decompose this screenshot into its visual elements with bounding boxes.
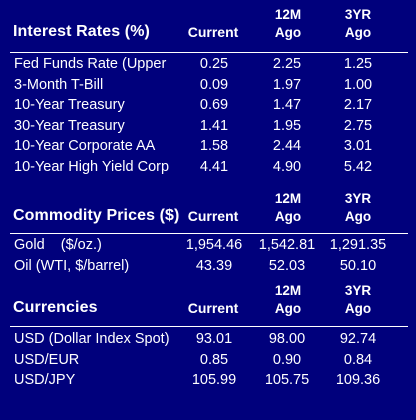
- col-12m-header-line2: Ago: [274, 301, 302, 316]
- value-current: 43.39: [195, 257, 233, 274]
- col-12m-header-line1: 12M: [274, 191, 302, 206]
- interest-rates-header: Interest Rates (%) Current 12M Ago 3YR A…: [0, 6, 416, 48]
- interest-rates-title: Interest Rates (%): [13, 23, 150, 40]
- value-3yr: 1.00: [343, 76, 373, 93]
- row-label: 10-Year High Yield Corp: [14, 158, 170, 175]
- value-3yr: 109.36: [335, 372, 381, 388]
- col-3yr-header: 3YR Ago: [330, 6, 386, 42]
- header-divider: [10, 326, 408, 327]
- row-label: 10-Year Treasury: [14, 97, 125, 113]
- col-3yr-header-line2: Ago: [344, 301, 372, 316]
- table-row: Gold ($/oz.) 1,954.46 1,542.81 1,291.35: [0, 235, 416, 256]
- table-row: USD (Dollar Index Spot) 93.01 98.00 92.7…: [0, 329, 416, 350]
- value-12m: 1.97: [272, 76, 302, 93]
- value-12m: 98.00: [268, 331, 306, 347]
- col-3yr-header-line1: 3YR: [344, 7, 372, 22]
- value-12m: 1.47: [272, 97, 302, 113]
- row-label: 3-Month T-Bill: [14, 76, 104, 93]
- commodity-prices-section: Commodity Prices ($) Current 12M Ago 3YR…: [0, 190, 416, 274]
- table-row: USD/EUR 0.85 0.90 0.84: [0, 350, 416, 371]
- table-row: 3-Month T-Bill 0.09 1.97 1.00: [0, 75, 416, 96]
- table-row: USD/JPY 105.99 105.75 109.36: [0, 370, 416, 391]
- value-current: 0.25: [199, 56, 229, 72]
- col-12m-header: 12M Ago: [262, 6, 314, 42]
- table-row: Fed Funds Rate (Upper 0.25 2.25 1.25: [0, 54, 416, 75]
- commodity-prices-title: Commodity Prices ($): [13, 207, 180, 224]
- currencies-section: Currencies Current 12M Ago 3YR Ago USD (…: [0, 282, 416, 388]
- row-label: 30-Year Treasury: [14, 117, 125, 134]
- value-3yr: 2.75: [343, 117, 373, 134]
- value-3yr: 0.84: [343, 351, 373, 368]
- table-row: Oil (WTI, $/barrel) 43.39 52.03 50.10: [0, 256, 416, 277]
- value-current: 1.58: [199, 138, 229, 154]
- row-label: USD/JPY: [14, 372, 76, 388]
- value-3yr: 1,291.35: [329, 237, 387, 253]
- col-current-header: Current: [187, 300, 239, 316]
- value-12m: 1.95: [272, 117, 302, 134]
- table-row: 30-Year Treasury 1.41 1.95 2.75: [0, 116, 416, 137]
- col-12m-header-line2: Ago: [274, 25, 302, 40]
- table-row: 10-Year Treasury 0.69 1.47 2.17: [0, 95, 416, 116]
- commodity-prices-header: Commodity Prices ($) Current 12M Ago 3YR…: [0, 190, 416, 232]
- value-current: 4.41: [199, 158, 229, 175]
- value-3yr: 3.01: [343, 138, 373, 154]
- col-3yr-header-line1: 3YR: [344, 191, 372, 206]
- value-12m: 4.90: [272, 158, 302, 175]
- col-12m-header-line1: 12M: [274, 283, 302, 298]
- col-current-header: Current: [187, 24, 239, 40]
- interest-rates-section: Interest Rates (%) Current 12M Ago 3YR A…: [0, 6, 416, 175]
- col-current-header: Current: [187, 208, 239, 224]
- value-12m: 2.25: [272, 56, 302, 72]
- value-12m: 1,542.81: [258, 237, 316, 253]
- value-3yr: 50.10: [339, 257, 377, 274]
- currencies-header: Currencies Current 12M Ago 3YR Ago: [0, 282, 416, 324]
- value-3yr: 5.42: [343, 158, 373, 175]
- row-label: 10-Year Corporate AA: [14, 138, 156, 154]
- row-label: Fed Funds Rate (Upper: [14, 56, 167, 72]
- col-12m-header-line1: 12M: [274, 7, 302, 22]
- table-row: 10-Year High Yield Corp 4.41 4.90 5.42: [0, 157, 416, 178]
- col-3yr-header-line2: Ago: [344, 25, 372, 40]
- col-3yr-header: 3YR Ago: [330, 190, 386, 226]
- value-12m: 105.75: [264, 372, 310, 388]
- col-3yr-header: 3YR Ago: [330, 282, 386, 318]
- header-divider: [10, 233, 408, 234]
- value-12m: 52.03: [268, 257, 306, 274]
- col-3yr-header-line1: 3YR: [344, 283, 372, 298]
- value-current: 0.69: [199, 97, 229, 113]
- header-divider: [10, 52, 408, 53]
- col-12m-header: 12M Ago: [262, 282, 314, 318]
- value-current: 0.85: [199, 351, 229, 368]
- value-current: 105.99: [191, 372, 237, 388]
- value-current: 1.41: [199, 117, 229, 134]
- row-label: USD/EUR: [14, 351, 80, 368]
- value-current: 1,954.46: [185, 237, 243, 253]
- value-12m: 2.44: [272, 138, 302, 154]
- currencies-title: Currencies: [13, 299, 98, 316]
- col-12m-header-line2: Ago: [274, 209, 302, 224]
- value-3yr: 1.25: [343, 56, 373, 72]
- value-12m: 0.90: [272, 351, 302, 368]
- row-label: USD (Dollar Index Spot): [14, 331, 170, 347]
- col-3yr-header-line2: Ago: [344, 209, 372, 224]
- value-3yr: 2.17: [343, 97, 373, 113]
- value-3yr: 92.74: [339, 331, 377, 347]
- row-label: Gold ($/oz.): [14, 237, 102, 253]
- value-current: 93.01: [195, 331, 233, 347]
- row-label: Oil (WTI, $/barrel): [14, 257, 130, 274]
- col-12m-header: 12M Ago: [262, 190, 314, 226]
- table-row: 10-Year Corporate AA 1.58 2.44 3.01: [0, 136, 416, 157]
- value-current: 0.09: [199, 76, 229, 93]
